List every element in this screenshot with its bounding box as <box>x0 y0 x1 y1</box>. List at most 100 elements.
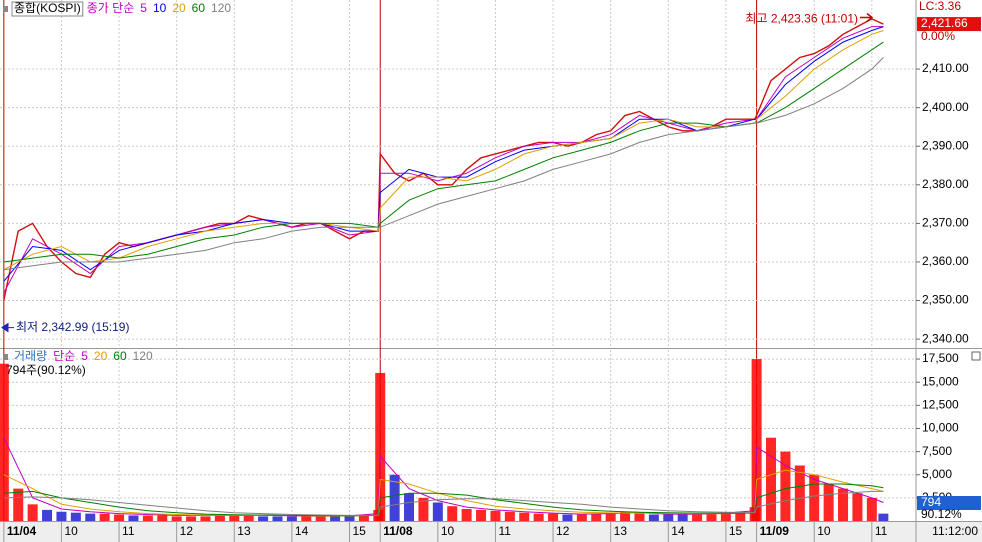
title-box <box>11 1 84 17</box>
high-label: 최고 2,423.36 (11:01) <box>745 12 858 26</box>
volume-bar <box>519 512 530 521</box>
volume-bar <box>243 514 254 521</box>
legend-entry: 120 <box>133 349 153 363</box>
x-tick-label: 15 <box>729 524 743 538</box>
volume-bar <box>432 502 443 521</box>
y-tick-label: 2,390.00 <box>922 138 969 152</box>
volume-bar <box>735 511 746 521</box>
y-tick-label: 17,500 <box>922 351 959 365</box>
volume-bar <box>27 504 38 521</box>
x-tick-label: 11 <box>875 524 888 538</box>
volume-bar <box>648 514 659 521</box>
time-label: 11:12:00 <box>932 524 978 538</box>
volume-bar <box>794 465 805 521</box>
volume-bar <box>605 512 616 521</box>
x-tick-label: 11/08 <box>383 524 413 538</box>
volume-bar <box>157 515 168 521</box>
legend-entry: 20 <box>172 1 186 15</box>
volume-bar <box>838 488 849 521</box>
volume-bar <box>720 512 731 521</box>
volume-bar <box>114 514 125 521</box>
y-tick-label: 2,360.00 <box>922 254 969 268</box>
y-tick-label: 12,500 <box>922 398 959 412</box>
y-tick-label: 2,410.00 <box>922 61 969 75</box>
volume-bar <box>358 514 369 521</box>
x-tick-label: 12 <box>556 524 570 538</box>
volume-bar <box>70 512 81 521</box>
volume-bar <box>866 497 877 521</box>
volume-info: 794주(90.12%) <box>6 363 86 377</box>
volume-bar <box>562 514 573 521</box>
volume-bar <box>85 513 96 521</box>
x-tick-label: 13 <box>237 524 251 538</box>
volume-bar <box>315 516 326 521</box>
volume-bar <box>42 509 53 521</box>
volume-ma-line <box>3 437 884 517</box>
y-tick-label: 15,000 <box>922 374 959 388</box>
volume-bar <box>56 511 67 521</box>
legend-icon <box>3 354 8 360</box>
legend-entry: 10 <box>153 1 167 15</box>
low-marker <box>1 322 14 333</box>
volume-bar <box>490 510 501 521</box>
volume-bar <box>286 516 297 521</box>
volume-bar <box>214 515 225 521</box>
last-price-box <box>917 17 981 32</box>
volume-bar <box>591 513 602 521</box>
volume-bar <box>533 513 544 521</box>
volume-bar <box>186 516 197 521</box>
volume-bar <box>852 493 863 521</box>
y-tick-label: 10,000 <box>922 421 959 435</box>
volume-bar <box>823 483 834 521</box>
last-price-label: 2,421.66 <box>921 16 968 30</box>
chart-title: 종합(KOSPI) <box>14 1 81 15</box>
legend-entry: 5 <box>140 1 147 15</box>
volume-bar <box>330 516 341 521</box>
lc-label: LC:3.36 <box>919 0 961 13</box>
volume-bar <box>677 514 688 521</box>
volume-bar <box>389 474 400 521</box>
volume-bar <box>504 511 515 521</box>
legend-entry: 120 <box>211 1 231 15</box>
ma-line <box>3 57 884 271</box>
volume-bar <box>461 508 472 521</box>
volume-bar <box>142 515 153 521</box>
volume-bar <box>301 516 312 521</box>
high-marker <box>860 12 874 23</box>
change-label: 0.00% <box>921 29 955 43</box>
volume-bar <box>0 363 9 521</box>
legend-icon <box>3 6 8 12</box>
ma-line <box>3 26 884 282</box>
x-tick-label: 11 <box>122 524 135 538</box>
ma-line <box>3 30 884 271</box>
volume-bar <box>128 515 139 521</box>
volume-bar <box>200 516 211 521</box>
volume-ma-line <box>3 490 884 516</box>
volume-bar <box>375 372 386 521</box>
volume-bar <box>404 493 415 521</box>
x-tick-label: 11/04 <box>7 524 37 538</box>
ratio-label: 90.12% <box>921 507 962 521</box>
y-tick-label: 7,500 <box>922 444 952 458</box>
volume-bar <box>878 513 889 521</box>
low-label: 최저 2,342.99 (15:19) <box>16 320 129 334</box>
volume-bar <box>258 516 269 521</box>
legend-entry: 60 <box>113 349 127 363</box>
chart-title: 거래량 <box>14 349 47 363</box>
legend-entry: 5 <box>81 349 88 363</box>
y-tick-label: 5,000 <box>922 467 952 481</box>
x-tick-label: 14 <box>295 524 309 538</box>
x-tick-label: 14 <box>671 524 685 538</box>
y-tick-label: 2,370.00 <box>922 216 969 230</box>
x-tick-label: 10 <box>441 524 455 538</box>
volume-bar <box>476 509 487 521</box>
volume-bar <box>13 488 24 521</box>
volume-bar <box>548 513 559 521</box>
volume-bar <box>272 516 283 521</box>
panel-button[interactable] <box>971 351 981 361</box>
volume-bar <box>706 513 717 521</box>
volume-bar <box>663 514 674 521</box>
volume-ma-line <box>3 469 884 517</box>
